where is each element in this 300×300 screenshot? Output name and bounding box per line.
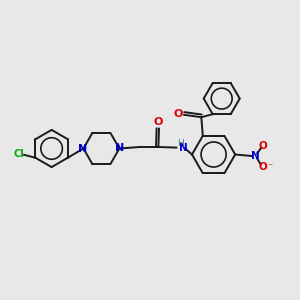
Text: N: N [178, 143, 188, 153]
Text: O: O [153, 117, 163, 128]
Text: O: O [259, 140, 268, 151]
Text: O: O [173, 109, 183, 119]
Text: N: N [78, 144, 87, 154]
Text: N: N [251, 151, 260, 161]
Text: N: N [116, 143, 124, 153]
Text: O: O [259, 162, 268, 172]
Text: Cl: Cl [13, 149, 24, 159]
Text: ⁻: ⁻ [267, 162, 272, 172]
Text: H: H [177, 140, 184, 148]
